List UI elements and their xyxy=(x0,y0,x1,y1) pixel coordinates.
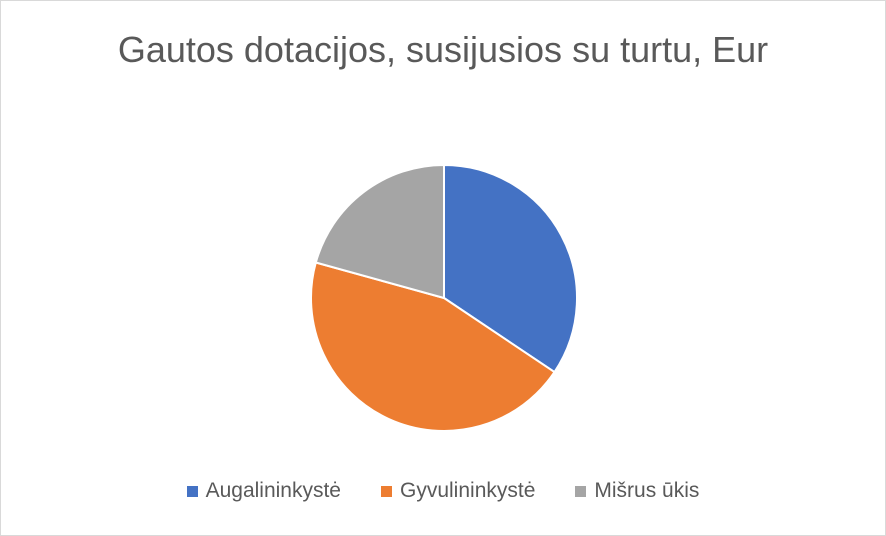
pie-slice xyxy=(310,261,556,432)
pie-slice xyxy=(314,163,445,300)
legend-label: Gyvulininkystė xyxy=(400,479,536,502)
legend-item: Mišrus ūkis xyxy=(575,479,699,503)
legend-swatch xyxy=(575,485,587,497)
pie-slice xyxy=(443,163,578,374)
legend: Augalininkystė Gyvulininkystė Mišrus ūkis xyxy=(1,479,885,503)
legend-swatch xyxy=(186,485,198,497)
legend-label: Mišrus ūkis xyxy=(594,479,700,502)
chart-title: Gautos dotacijos, susijusios su turtu, E… xyxy=(117,29,769,70)
legend-item: Augalininkystė xyxy=(186,479,341,503)
legend-swatch xyxy=(381,485,392,497)
legend-label: Augalininkystė xyxy=(205,479,341,502)
legend-item: Gyvulininkystė xyxy=(381,479,535,503)
